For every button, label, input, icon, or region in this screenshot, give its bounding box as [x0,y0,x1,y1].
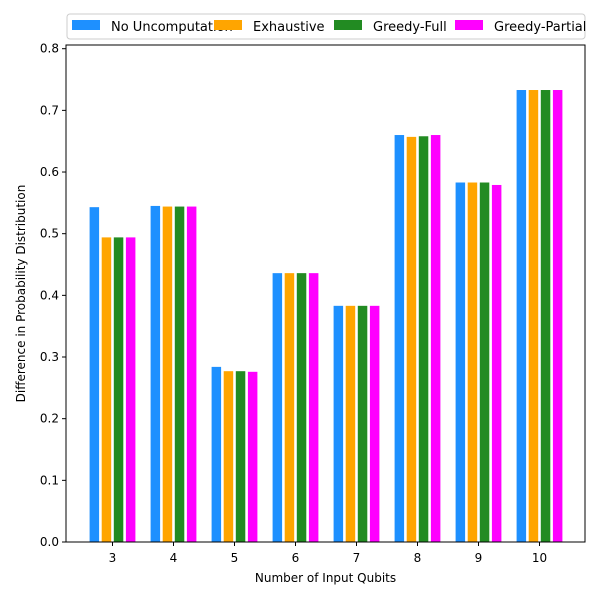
bar-no-uncomputation-4 [150,205,161,542]
x-tick-label: 3 [109,551,117,565]
legend-swatch-greedy-partial [455,20,483,30]
bar-exhaustive-3 [101,237,112,542]
bar-exhaustive-7 [345,305,356,542]
bar-greedy-full-5 [235,371,246,542]
legend-label-greedy-full: Greedy-Full [373,20,447,35]
y-axis-title: Difference in Probability Distribution [14,185,28,403]
bar-greedy-full-9 [479,182,490,542]
x-tick-label: 5 [231,551,239,565]
y-tick-label: 0.3 [40,350,59,364]
y-tick-label: 0.4 [40,288,59,302]
bar-greedy-full-6 [296,273,307,542]
x-tick-label: 6 [292,551,300,565]
bar-greedy-full-8 [418,136,429,542]
y-tick-label: 0.0 [40,535,59,549]
x-tick-label: 8 [414,551,422,565]
bar-no-uncomputation-9 [455,182,466,542]
bar-no-uncomputation-7 [333,305,344,542]
bar-no-uncomputation-8 [394,135,405,542]
bar-exhaustive-5 [223,371,234,542]
bar-no-uncomputation-10 [516,90,527,542]
x-tick-label: 9 [475,551,483,565]
bar-greedy-partial-7 [369,305,380,542]
bar-greedy-full-3 [113,237,124,542]
legend-swatch-greedy-full [334,20,362,30]
bar-exhaustive-6 [284,273,295,542]
bar-no-uncomputation-5 [211,366,222,542]
bar-greedy-partial-10 [552,90,563,542]
bar-greedy-partial-4 [186,206,197,542]
y-tick-label: 0.7 [40,103,59,117]
bar-greedy-full-7 [357,305,368,542]
bar-greedy-partial-8 [430,135,441,542]
y-tick-label: 0.8 [40,42,59,56]
y-tick-label: 0.5 [40,227,59,241]
legend-label-greedy-partial: Greedy-Partial [494,20,586,35]
bar-greedy-partial-9 [491,184,502,542]
x-tick-label: 4 [170,551,178,565]
bar-exhaustive-8 [406,136,417,542]
bar-greedy-partial-5 [247,371,258,542]
bar-greedy-full-4 [174,206,185,542]
legend-swatch-exhaustive [214,20,242,30]
x-axis-title: Number of Input Qubits [255,571,396,585]
x-tick-label: 7 [353,551,361,565]
y-axis: 0.0 0.1 0.2 0.3 0.4 0.5 0.6 0.7 0.8 [40,42,66,549]
y-tick-label: 0.1 [40,473,59,487]
bar-exhaustive-4 [162,206,173,542]
plot-frame [65,44,586,543]
bar-exhaustive-10 [528,90,539,542]
legend-label-exhaustive: Exhaustive [253,20,325,35]
x-tick-label: 10 [532,551,547,565]
bar-greedy-partial-3 [125,237,136,542]
bar-greedy-partial-6 [308,273,319,542]
bar-greedy-full-10 [540,90,551,542]
bar-exhaustive-9 [467,182,478,542]
legend-swatch-no-uncomputation [72,20,100,30]
bar-no-uncomputation-3 [89,207,100,543]
legend: No Uncomputation Exhaustive Greedy-Full Gre… [66,13,586,40]
legend-label-no-uncomputation: No Uncomputation [111,20,233,35]
bar-no-uncomputation-6 [272,273,283,542]
x-axis: 3 4 5 6 7 8 9 10 [109,542,547,565]
bars-layer [89,90,563,543]
y-tick-label: 0.2 [40,412,59,426]
y-tick-label: 0.6 [40,165,59,179]
